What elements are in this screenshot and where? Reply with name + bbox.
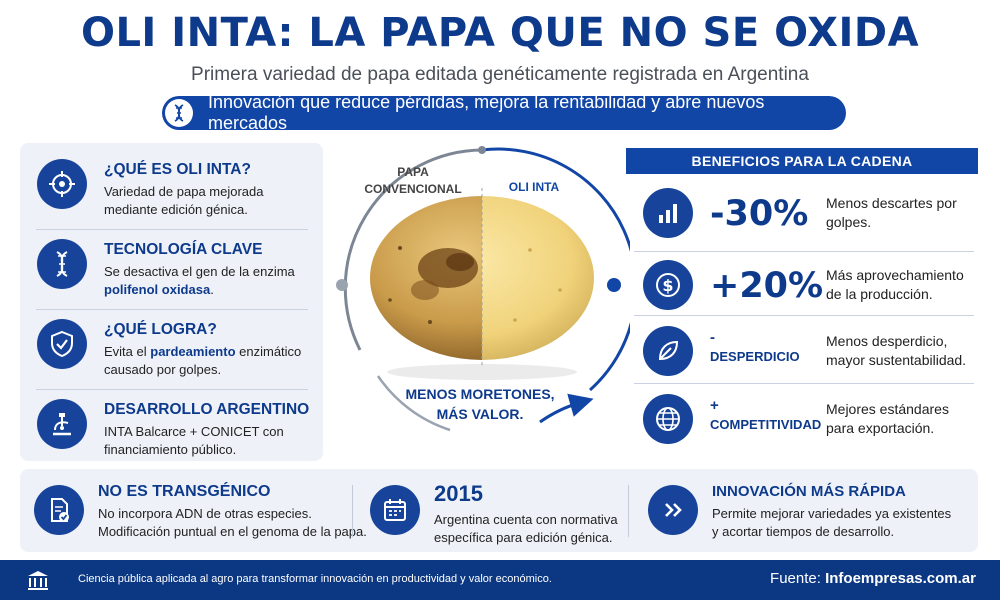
- potato-illustration: [336, 146, 638, 432]
- divider: [352, 485, 353, 537]
- bottom-card-transgenico: NO ES TRANSGÉNICO No incorpora ADN de ot…: [20, 469, 367, 552]
- footer: Ciencia pública aplicada al agro para tr…: [0, 560, 1000, 600]
- bottom-card-text: Permite mejorar variedades ya existentes…: [712, 506, 952, 539]
- info-card-title: ¿QUÉ LOGRA?: [104, 321, 217, 338]
- info-card-desarrollo: DESARROLLO ARGENTINO INTA Balcarce + CON…: [20, 387, 323, 467]
- bottom-card-text: No incorpora ADN de otras especies. Modi…: [98, 506, 367, 539]
- divider: [36, 309, 308, 310]
- page-subtitle: Primera variedad de papa editada genétic…: [191, 64, 809, 85]
- info-card-que-es: ¿QUÉ ES OLI INTA? Variedad de papa mejor…: [20, 147, 323, 227]
- footer-text: Ciencia pública aplicada al agro para tr…: [78, 573, 552, 585]
- microscope-icon: [37, 399, 87, 449]
- divider: [634, 251, 974, 252]
- source-link[interactable]: Infoempresas.com.ar: [825, 570, 976, 587]
- svg-text:$: $: [662, 276, 673, 295]
- calendar-icon: [370, 485, 420, 535]
- info-card-tecnologia: TECNOLOGÍA CLAVE Se desactiva el gen de …: [20, 227, 323, 307]
- shield-check-icon: [37, 319, 87, 369]
- info-card-text: Evita el pardeamiento enzimático causado…: [104, 344, 302, 377]
- footer-source: Fuente: Infoempresas.com.ar: [770, 570, 976, 587]
- document-check-icon: [34, 485, 84, 535]
- potato-comparison: PAPA CONVENCIONAL OLI INTA MENOS MORETON…: [330, 140, 638, 460]
- info-card-text: Variedad de papa mejorada mediante edici…: [104, 184, 264, 217]
- benefit-row: + COMPETITIVIDAD Mejores estándares para…: [626, 384, 978, 456]
- highlight-term: pardeamiento: [150, 344, 236, 359]
- bottom-card-2015: 2015 Argentina cuenta con normativa espe…: [356, 469, 626, 552]
- benefit-value: +20%: [710, 266, 824, 306]
- benefits-header: BENEFICIOS PARA LA CADENA: [626, 148, 978, 174]
- benefit-row: -30% Menos descartes por golpes.: [626, 178, 978, 250]
- benefit-desc: Mejores estándares para exportación.: [826, 401, 949, 436]
- bottom-card-title: NO ES TRANSGÉNICO: [98, 483, 271, 500]
- info-card-title: TECNOLOGÍA CLAVE: [104, 241, 263, 258]
- benefit-desc: Menos desperdicio, mayor sustentabilidad…: [826, 333, 967, 368]
- bar-chart-icon: [643, 188, 693, 238]
- divider: [36, 389, 308, 390]
- leaf-icon: [643, 326, 693, 376]
- divider: [634, 315, 974, 316]
- info-card-title: DESARROLLO ARGENTINO: [104, 401, 310, 418]
- dna-icon: [37, 239, 87, 289]
- bottom-card-title: 2015: [434, 481, 483, 506]
- info-card-text: INTA Balcarce + CONICET con financiamien…: [104, 424, 284, 457]
- info-card-que-logra: ¿QUÉ LOGRA? Evita el pardeamiento enzimá…: [20, 307, 323, 387]
- fast-forward-icon: [648, 485, 698, 535]
- benefit-value: - DESPERDICIO: [710, 329, 800, 364]
- divider: [634, 383, 974, 384]
- benefit-value: + COMPETITIVIDAD: [710, 397, 822, 432]
- highlight-term: polifenol oxidasa: [104, 282, 211, 297]
- bottom-card-innovacion: INNOVACIÓN MÁS RÁPIDA Permite mejorar va…: [634, 469, 974, 552]
- benefit-desc: Más aprovechamiento de la producción.: [826, 267, 964, 302]
- bottom-card-text: Argentina cuenta con normativa específic…: [434, 512, 618, 545]
- benefit-value: -30%: [710, 194, 809, 234]
- info-card-text: Se desactiva el gen de la enzima polifen…: [104, 264, 295, 297]
- info-panel: ¿QUÉ ES OLI INTA? Variedad de papa mejor…: [20, 143, 323, 461]
- dollar-icon: $: [643, 260, 693, 310]
- label-oli-inta: OLI INTA: [508, 180, 560, 194]
- label-papa-convencional: PAPA CONVENCIONAL: [364, 165, 462, 196]
- target-icon: [37, 159, 87, 209]
- center-caption: MENOS MORETONES, MÁS VALOR.: [405, 386, 555, 422]
- banner-text: Innovación que reduce pérdidas, mejora l…: [208, 92, 765, 133]
- benefit-row: $ +20% Más aprovechamiento de la producc…: [626, 250, 978, 322]
- dna-icon: [165, 99, 193, 127]
- info-card-title: ¿QUÉ ES OLI INTA?: [104, 161, 251, 178]
- institution-icon: [28, 571, 48, 590]
- bottom-card-title: INNOVACIÓN MÁS RÁPIDA: [712, 483, 906, 500]
- benefit-desc: Menos descartes por golpes.: [826, 195, 957, 230]
- page-title: OLI INTA: LA PAPA QUE NO SE OXIDA: [80, 10, 920, 56]
- benefit-row: - DESPERDICIO Menos desperdicio, mayor s…: [626, 316, 978, 388]
- banner-pill: Innovación que reduce pérdidas, mejora l…: [162, 92, 846, 133]
- bottom-panel: NO ES TRANSGÉNICO No incorpora ADN de ot…: [20, 469, 978, 552]
- divider: [628, 485, 629, 537]
- divider: [36, 229, 308, 230]
- globe-icon: [643, 394, 693, 444]
